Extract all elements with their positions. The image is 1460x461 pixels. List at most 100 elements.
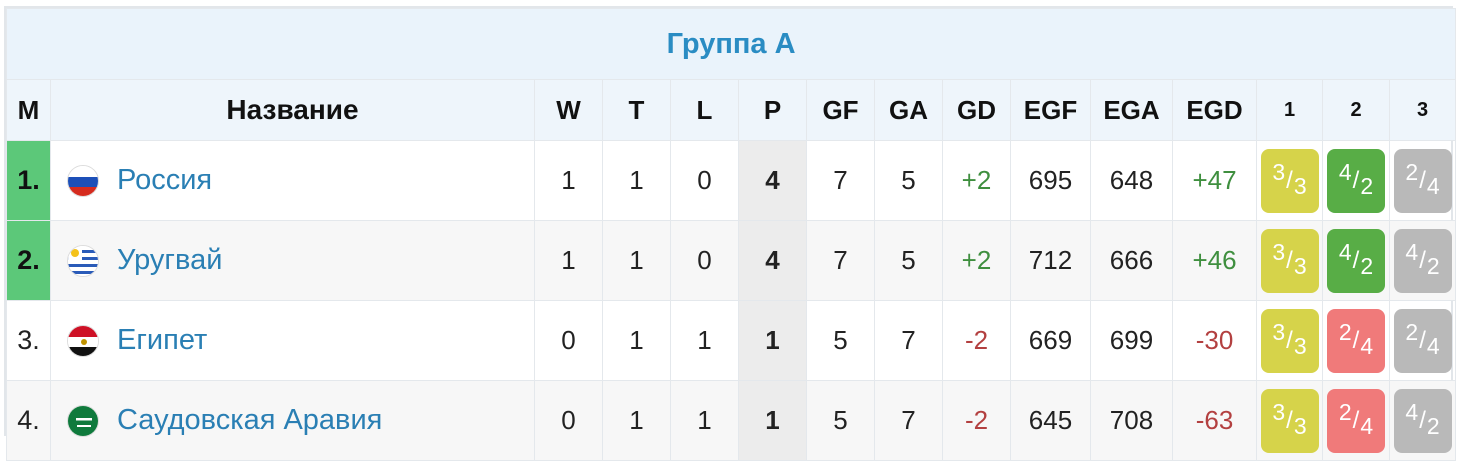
saudi-arabia-flag-icon (67, 404, 99, 437)
result-score-top: 3 (1272, 399, 1286, 425)
header-round-2: 2 (1322, 79, 1390, 141)
position-cell: 4. (6, 380, 51, 461)
result-cell-1: 3/3 (1256, 220, 1323, 301)
result-score-bottom: 3 (1293, 173, 1307, 199)
ega-cell: 648 (1090, 140, 1173, 221)
standings-table: Группа A M Название W T L P GF GA GD EGF… (5, 8, 1457, 461)
result-score-bottom: 4 (1426, 333, 1440, 359)
result-chip: 4/2 (1327, 148, 1385, 213)
table-row: 4. Саудовская Аравия 0 1 1 1 5 7 -2 645 … (6, 380, 1457, 461)
ega-cell: 699 (1090, 300, 1173, 381)
result-slash: / (1286, 246, 1293, 274)
header-losses[interactable]: L (670, 79, 739, 141)
result-score-bottom: 3 (1293, 413, 1307, 439)
ega-cell: 666 (1090, 220, 1173, 301)
header-row: M Название W T L P GF GA GD EGF EGA EGD … (6, 79, 1457, 141)
result-cell-2: 2/4 (1322, 380, 1390, 461)
table-row: 1. Россия 1 1 0 4 7 5 +2 695 648 +47 3/3… (6, 140, 1457, 221)
header-points[interactable]: P (738, 79, 807, 141)
goals-for-cell: 5 (806, 380, 875, 461)
result-slash: / (1419, 326, 1426, 354)
result-cell-2: 4/2 (1322, 220, 1390, 301)
uruguay-flag-icon (67, 244, 99, 277)
result-score-top: 4 (1405, 239, 1419, 265)
points-cell: 1 (738, 300, 807, 381)
team-name-link[interactable]: Саудовская Аравия (117, 404, 383, 436)
result-cell-1: 3/3 (1256, 300, 1323, 381)
wins-cell: 0 (534, 300, 603, 381)
header-round-3: 3 (1388, 79, 1457, 141)
result-score-top: 4 (1338, 239, 1352, 265)
egd-cell: +47 (1172, 140, 1257, 221)
wins-cell: 0 (534, 380, 603, 461)
team-name-link[interactable]: Египет (117, 324, 208, 356)
table-row: 2. Уругвай 1 1 0 4 7 5 +2 712 666 +46 3/… (6, 220, 1457, 301)
team-cell: Саудовская Аравия (50, 380, 535, 461)
result-score-bottom: 3 (1293, 253, 1307, 279)
result-score-top: 3 (1272, 159, 1286, 185)
result-slash: / (1352, 406, 1360, 434)
goals-for-cell: 7 (806, 220, 875, 301)
points-cell: 4 (738, 220, 807, 301)
result-score-top: 2 (1405, 319, 1419, 345)
result-score-top: 2 (1405, 159, 1419, 185)
result-chip: 4/2 (1327, 228, 1385, 293)
result-chip: 4/2 (1393, 388, 1452, 453)
egd-cell: -30 (1172, 300, 1257, 381)
ties-cell: 1 (602, 300, 671, 381)
egf-cell: 669 (1010, 300, 1091, 381)
result-chip: 3/3 (1260, 228, 1319, 293)
team-cell: Египет (50, 300, 535, 381)
position-cell: 3. (6, 300, 51, 381)
result-score-bottom: 2 (1360, 253, 1374, 279)
header-name[interactable]: Название (50, 79, 535, 141)
header-wins[interactable]: W (534, 79, 603, 141)
ties-cell: 1 (602, 140, 671, 221)
group-title[interactable]: Группа A (5, 8, 1457, 80)
result-slash: / (1286, 406, 1293, 434)
result-chip: 2/4 (1393, 148, 1452, 213)
result-slash: / (1352, 326, 1360, 354)
header-goal-difference[interactable]: GD (942, 79, 1011, 141)
result-slash: / (1419, 166, 1426, 194)
egypt-flag-icon (67, 324, 99, 357)
result-cell-2: 2/4 (1322, 300, 1390, 381)
header-egf[interactable]: EGF (1010, 79, 1091, 141)
goals-against-cell: 5 (874, 140, 943, 221)
result-slash: / (1352, 246, 1360, 274)
result-cell-3: 4/2 (1388, 220, 1457, 301)
losses-cell: 0 (670, 220, 739, 301)
points-cell: 4 (738, 140, 807, 221)
result-chip: 2/4 (1327, 308, 1385, 373)
result-cell-2: 4/2 (1322, 140, 1390, 221)
header-ties[interactable]: T (602, 79, 671, 141)
header-ega[interactable]: EGA (1090, 79, 1173, 141)
result-cell-3: 4/2 (1388, 380, 1457, 461)
goals-against-cell: 7 (874, 300, 943, 381)
goal-difference-cell: -2 (942, 380, 1011, 461)
result-score-top: 4 (1338, 159, 1352, 185)
goal-difference-cell: +2 (942, 140, 1011, 221)
position-cell: 2. (6, 220, 51, 301)
team-name-link[interactable]: Россия (117, 164, 213, 196)
result-chip: 2/4 (1327, 388, 1385, 453)
group-standings-table: Группа A M Название W T L P GF GA GD EGF… (4, 6, 1457, 461)
result-slash: / (1419, 246, 1426, 274)
header-position[interactable]: M (6, 79, 51, 141)
result-score-bottom: 4 (1360, 413, 1374, 439)
header-egd[interactable]: EGD (1172, 79, 1257, 141)
result-chip: 3/3 (1260, 388, 1319, 453)
standings-body: 1. Россия 1 1 0 4 7 5 +2 695 648 +47 3/3… (6, 140, 1457, 461)
result-score-bottom: 2 (1426, 253, 1440, 279)
egd-cell: -63 (1172, 380, 1257, 461)
points-cell: 1 (738, 380, 807, 461)
losses-cell: 1 (670, 300, 739, 381)
header-round-1: 1 (1256, 79, 1323, 141)
header-goals-for[interactable]: GF (806, 79, 875, 141)
result-score-top: 2 (1338, 399, 1352, 425)
team-name-link[interactable]: Уругвай (117, 244, 223, 276)
result-cell-3: 2/4 (1388, 300, 1457, 381)
header-goals-against[interactable]: GA (874, 79, 943, 141)
result-score-top: 3 (1272, 319, 1286, 345)
title-row: Группа A (5, 8, 1457, 80)
